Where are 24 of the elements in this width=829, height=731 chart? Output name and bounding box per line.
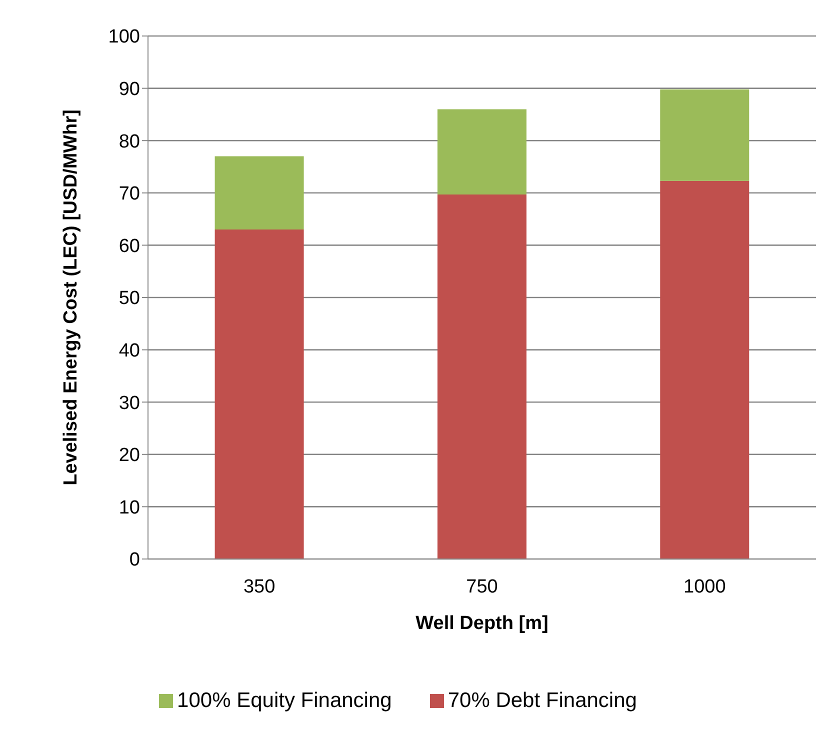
y-tick-label: 80 bbox=[118, 131, 140, 152]
y-tick-label: 70 bbox=[118, 184, 140, 205]
y-tick-label: 60 bbox=[118, 236, 140, 257]
bar bbox=[660, 89, 750, 181]
y-tick-label: 20 bbox=[118, 445, 140, 466]
y-tick-label: 0 bbox=[129, 550, 140, 571]
bar bbox=[437, 109, 526, 194]
x-tick-label: 750 bbox=[466, 576, 498, 598]
bar bbox=[660, 180, 750, 559]
y-tick-label: 10 bbox=[118, 497, 140, 518]
y-tick-label: 30 bbox=[118, 392, 140, 414]
y-tick-label: 40 bbox=[118, 340, 140, 362]
legend-label: 70% Debt Financing bbox=[448, 689, 637, 712]
legend-label: 100% Equity Financing bbox=[177, 689, 392, 712]
x-axis-title: Well Depth [m] bbox=[416, 613, 548, 634]
y-axis-title: Levelised Energy Cost (LEC) [USD/MWhr] bbox=[60, 110, 82, 486]
bar bbox=[214, 156, 304, 230]
y-tick-label: 90 bbox=[118, 79, 140, 100]
x-tick-label: 350 bbox=[243, 576, 276, 598]
x-tick-label: 1000 bbox=[684, 576, 726, 598]
bar bbox=[437, 194, 526, 559]
bar bbox=[214, 230, 304, 559]
y-tick-label: 100 bbox=[108, 26, 140, 48]
y-tick-label: 50 bbox=[118, 288, 140, 310]
